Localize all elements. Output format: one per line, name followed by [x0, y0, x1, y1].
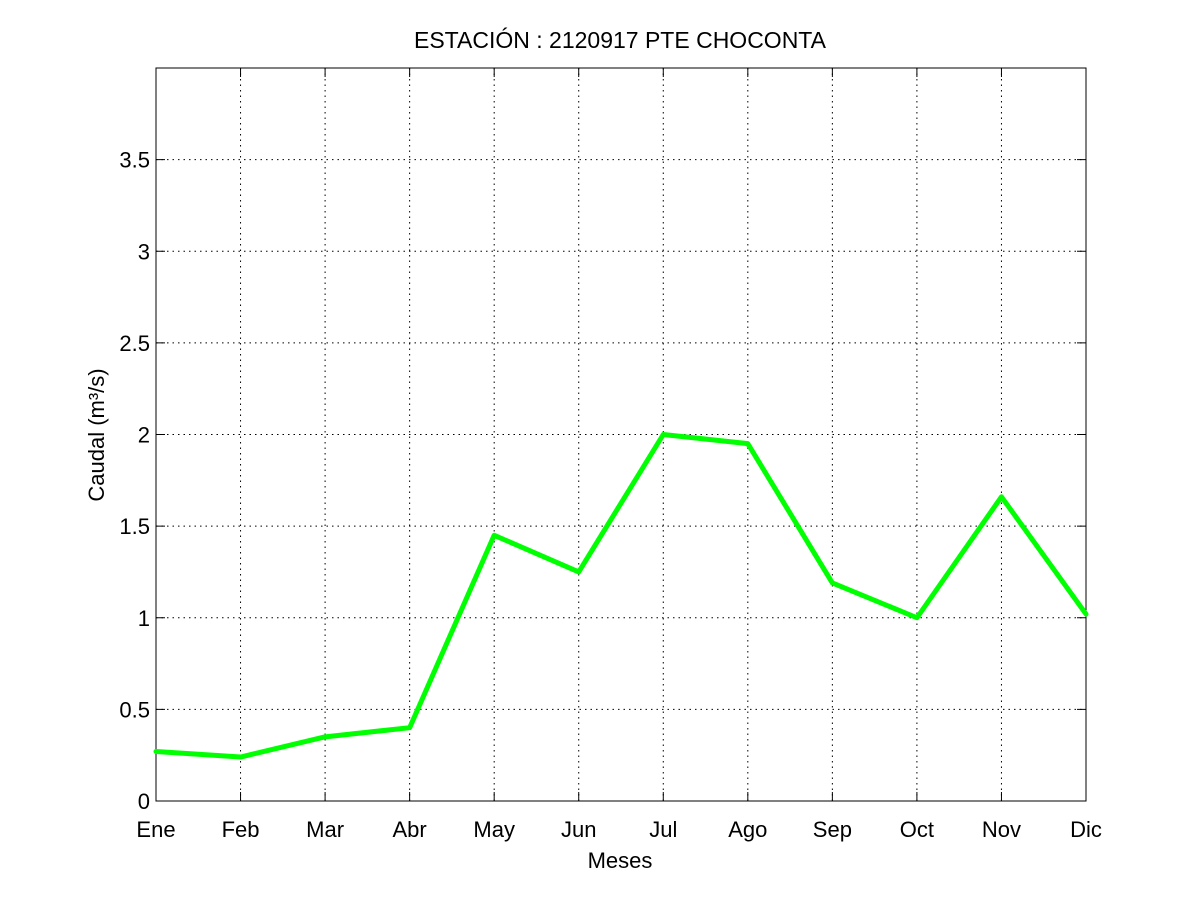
series-layer — [153, 432, 1089, 760]
x-tick-label: Oct — [900, 817, 934, 842]
grid — [156, 68, 1086, 801]
y-tick-labels: 0 0.5 1 1.5 2 2.5 3 3.5 — [119, 148, 150, 814]
y-tick-label: 3 — [138, 239, 150, 264]
y-tick-label: 0 — [138, 789, 150, 814]
y-tick-label: 1.5 — [119, 514, 150, 539]
x-tick-label: Ene — [136, 817, 175, 842]
y-axis-label: Caudal (m³/s) — [84, 368, 109, 501]
plot-border — [155, 67, 1087, 802]
x-tick-label: Abr — [393, 817, 427, 842]
x-tick-label: Dic — [1070, 817, 1102, 842]
series-line — [153, 432, 1089, 760]
x-tick-label: Nov — [982, 817, 1021, 842]
x-tick-label: Sep — [813, 817, 852, 842]
y-tick-label: 2 — [138, 423, 150, 448]
plot-area — [155, 67, 1087, 802]
y-tick-label: 2.5 — [119, 331, 150, 356]
x-tick-label: Jun — [561, 817, 596, 842]
x-axis-label: Meses — [588, 848, 653, 873]
y-tick-label: 1 — [138, 606, 150, 631]
x-tick-label: May — [473, 817, 515, 842]
x-tick-labels: Ene Feb Mar Abr May Jun Jul Ago Sep Oct Nov Dic — [136, 817, 1101, 842]
x-tick-label: Feb — [222, 817, 260, 842]
y-tick-label: 3.5 — [119, 148, 150, 173]
ticks — [155, 68, 1087, 802]
y-tick-label: 0.5 — [119, 697, 150, 722]
chart-title: ESTACIÓN : 2120917 PTE CHOCONTA — [414, 27, 827, 53]
x-tick-label: Ago — [728, 817, 767, 842]
x-tick-label: Mar — [306, 817, 344, 842]
x-tick-label: Jul — [649, 817, 677, 842]
